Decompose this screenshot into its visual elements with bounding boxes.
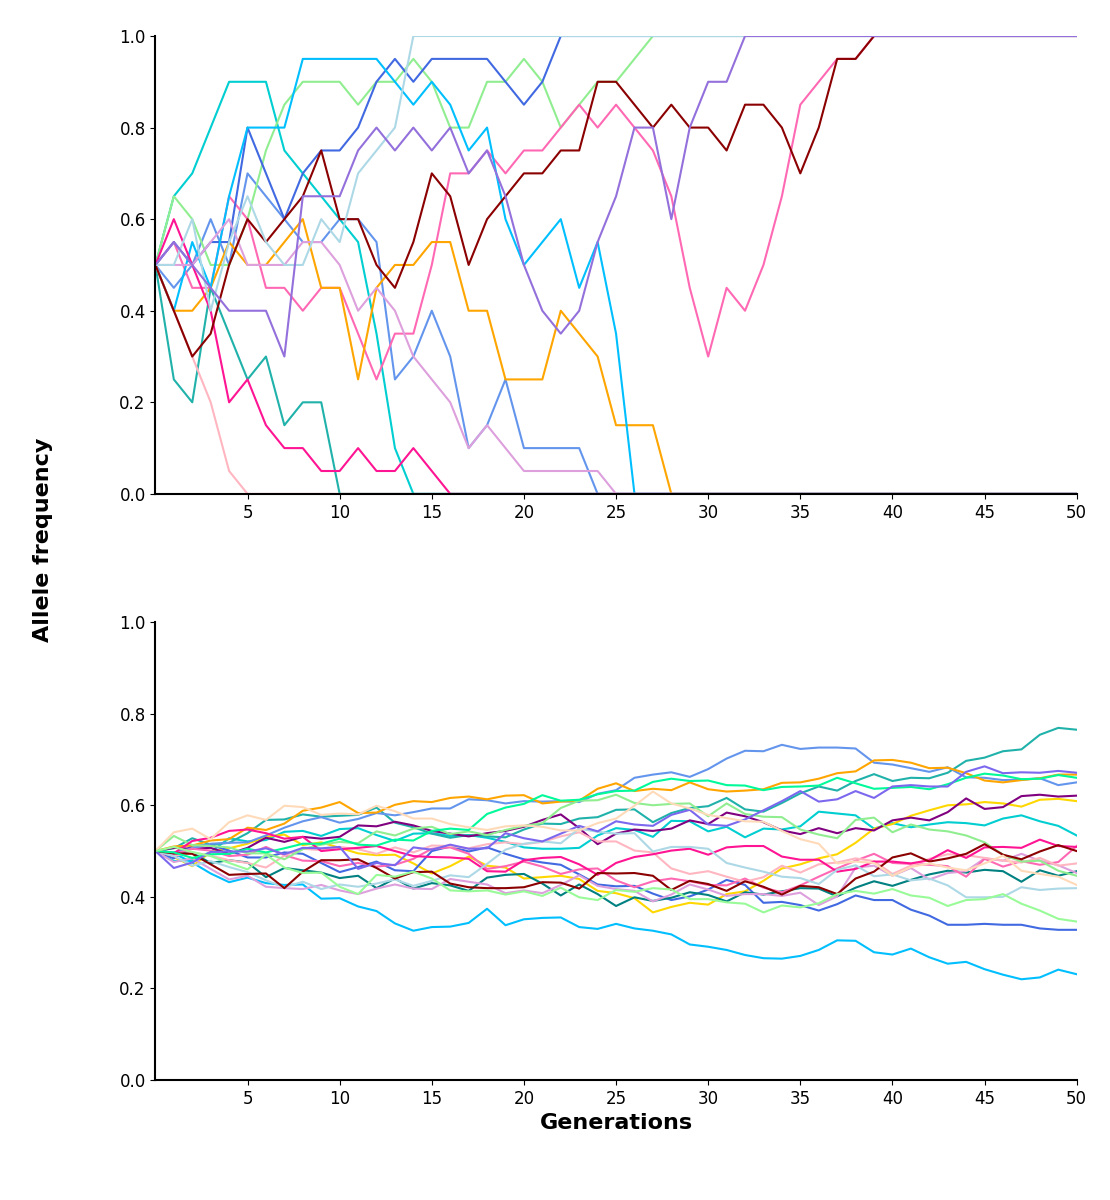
X-axis label: Generations: Generations <box>539 1114 693 1133</box>
Text: Allele frequency: Allele frequency <box>33 438 53 642</box>
